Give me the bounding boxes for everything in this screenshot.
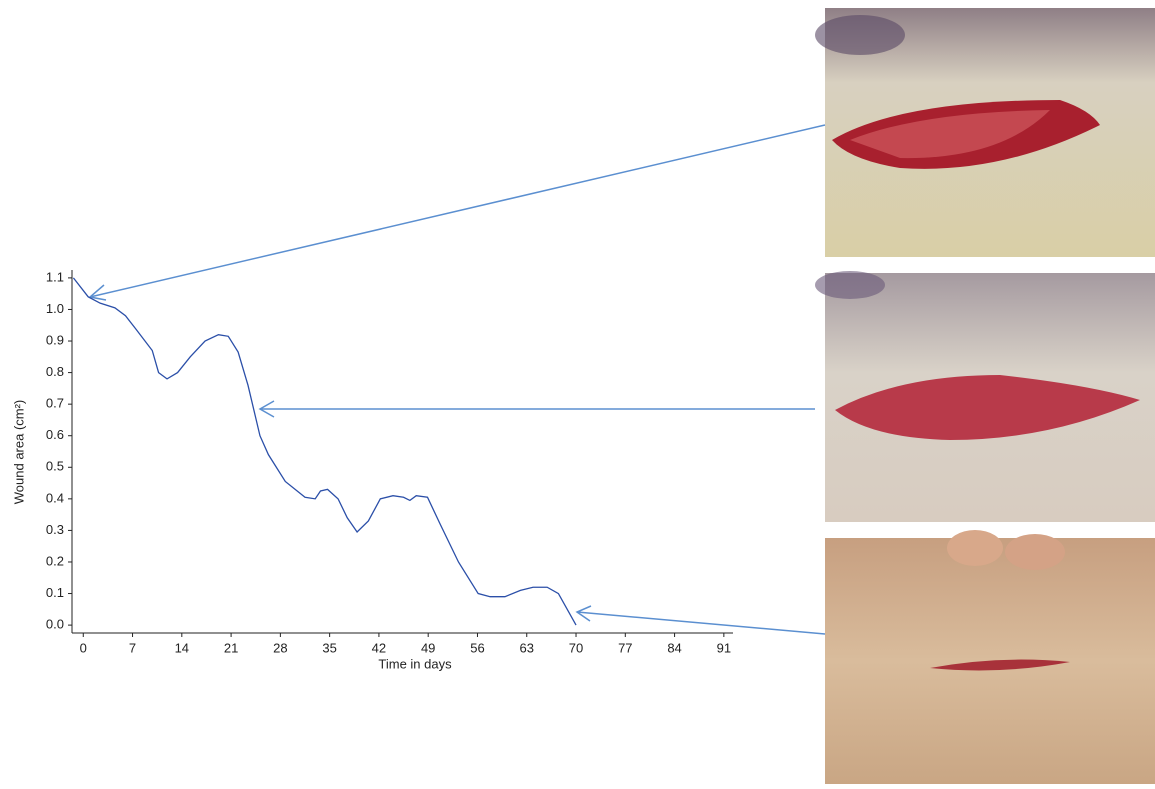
y-tick-label: 0.2 <box>46 553 64 568</box>
photo-day-24 <box>815 271 1155 522</box>
y-tick-label: 0.3 <box>46 522 64 537</box>
y-tick-label: 1.0 <box>46 301 64 316</box>
x-tick-label: 35 <box>322 640 336 655</box>
arrows <box>90 125 825 634</box>
x-tick-label: 42 <box>372 640 386 655</box>
figure: Time in days Wound area (cm²) 0.0 0.1 0.2 0… <box>0 0 1155 784</box>
y-tick-label: 0.9 <box>46 332 64 347</box>
data-line <box>73 278 576 625</box>
photo-day-0 <box>815 8 1155 257</box>
x-tick-label: 56 <box>470 640 484 655</box>
y-axis-label: Wound area (cm²) <box>11 400 26 505</box>
y-tick-label: 0.8 <box>46 364 64 379</box>
y-tick-label: 0.7 <box>46 396 64 411</box>
x-tick-label: 63 <box>520 640 534 655</box>
x-tick-label: 77 <box>618 640 632 655</box>
x-tick-label: 21 <box>224 640 238 655</box>
x-tick-label: 84 <box>667 640 681 655</box>
x-tick-label: 70 <box>569 640 583 655</box>
x-tick-label: 28 <box>273 640 287 655</box>
x-axis-label: Time in days <box>378 656 452 671</box>
y-tick-label: 0.4 <box>46 490 64 505</box>
x-tick-label: 91 <box>717 640 731 655</box>
y-tick-label: 0.0 <box>46 617 64 632</box>
y-tick-label: 1.1 <box>46 269 64 284</box>
photo-day-70 <box>825 530 1155 784</box>
y-tick-label: 0.1 <box>46 585 64 600</box>
x-tick-label: 0 <box>80 640 87 655</box>
y-tick-label: 0.5 <box>46 459 64 474</box>
x-tick-label: 7 <box>129 640 136 655</box>
x-tick-label: 49 <box>421 640 435 655</box>
x-tick-label: 14 <box>175 640 189 655</box>
y-tick-label: 0.6 <box>46 427 64 442</box>
